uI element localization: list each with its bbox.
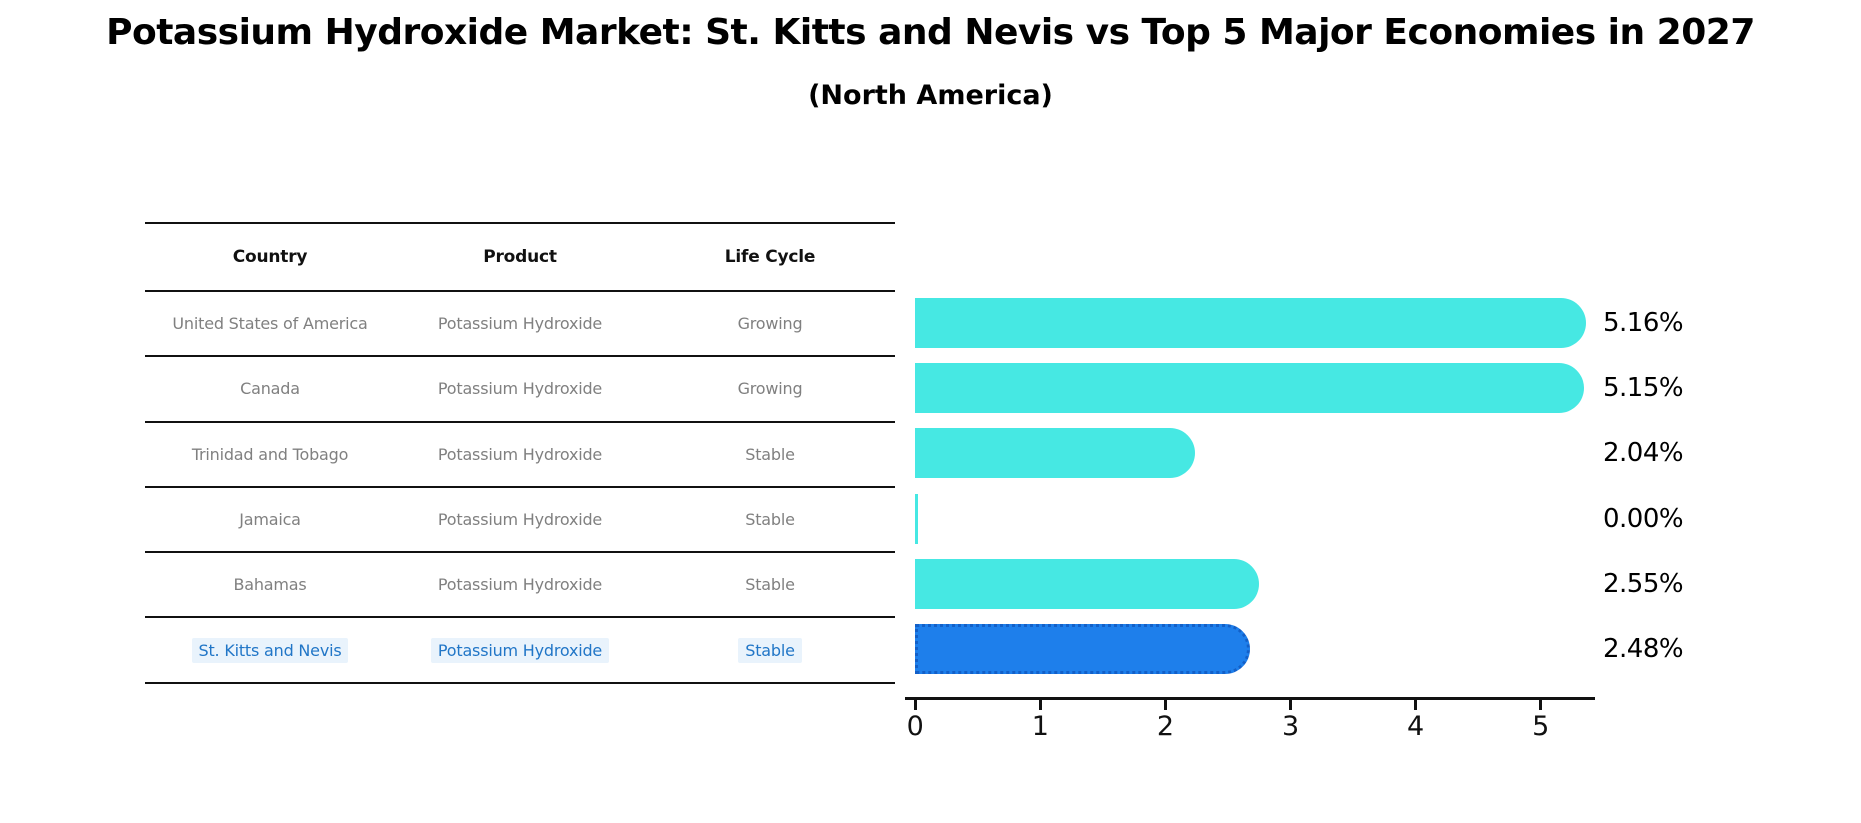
table-row: United States of America Potassium Hydro… [145, 292, 895, 358]
product-cell: Potassium Hydroxide [437, 379, 603, 399]
x-axis-tick [913, 700, 917, 710]
bar-value-label: 2.55% [1603, 568, 1684, 599]
table-row: Trinidad and Tobago Potassium Hydroxide … [145, 423, 895, 488]
table-row: Jamaica Potassium Hydroxide Stable [145, 488, 895, 554]
bar-value-label: 5.16% [1603, 307, 1684, 338]
data-table: Country Product Life Cycle United States… [145, 222, 895, 684]
country-cell: Canada [240, 379, 300, 399]
bar [915, 297, 1586, 348]
chart-title: Potassium Hydroxide Market: St. Kitts an… [106, 12, 1755, 53]
life-cycle-cell: Growing [737, 379, 803, 399]
product-cell: Potassium Hydroxide [437, 510, 603, 530]
bar [915, 558, 1259, 609]
bar [915, 493, 918, 544]
bar-value-label: 0.00% [1603, 503, 1684, 534]
bar-value-label: 5.15% [1603, 372, 1684, 403]
x-axis-tick [1038, 700, 1042, 710]
x-axis-tick-label: 5 [1532, 711, 1549, 742]
life-cycle-cell: Stable [738, 637, 802, 663]
x-axis-tick-label: 2 [1156, 711, 1174, 742]
country-cell: Bahamas [233, 575, 307, 595]
bar-value-label: 2.48% [1603, 634, 1684, 665]
x-axis-tick [1413, 700, 1417, 710]
table-row-highlighted: St. Kitts and Nevis Potassium Hydroxide … [145, 618, 895, 684]
bar [915, 362, 1585, 413]
table-row: Bahamas Potassium Hydroxide Stable [145, 553, 895, 619]
bar-value-label: 2.04% [1603, 438, 1684, 469]
x-axis-tick-label: 0 [906, 711, 924, 742]
product-cell: Potassium Hydroxide [437, 314, 603, 334]
country-cell: Jamaica [239, 510, 301, 530]
country-cell: St. Kitts and Nevis [191, 637, 349, 663]
x-axis-tick-label: 4 [1407, 711, 1424, 742]
life-cycle-cell: Stable [745, 575, 795, 595]
life-cycle-cell: Stable [745, 444, 795, 464]
life-cycle-cell: Growing [737, 314, 803, 334]
table-header-row: Country Product Life Cycle [145, 222, 895, 292]
column-header-life-cycle: Life Cycle [724, 247, 816, 267]
bar [915, 428, 1196, 479]
column-header-country: Country [232, 247, 308, 267]
column-header-product: Product [483, 247, 557, 267]
x-axis-tick [1163, 700, 1167, 710]
product-cell: Potassium Hydroxide [430, 637, 610, 663]
x-axis-tick [1539, 700, 1542, 710]
country-cell: Trinidad and Tobago [191, 444, 349, 464]
highlighted-bar [915, 624, 1251, 675]
x-axis-tick [1288, 700, 1292, 710]
product-cell: Potassium Hydroxide [437, 575, 603, 595]
chart-subtitle: (North America) [808, 80, 1053, 111]
x-axis-tick-label: 1 [1031, 711, 1049, 742]
table-row: Canada Potassium Hydroxide Growing [145, 357, 895, 423]
x-axis-line [905, 697, 1595, 700]
life-cycle-cell: Stable [745, 510, 795, 530]
x-axis-tick-label: 3 [1281, 711, 1299, 742]
country-cell: United States of America [172, 314, 368, 334]
product-cell: Potassium Hydroxide [437, 444, 603, 464]
